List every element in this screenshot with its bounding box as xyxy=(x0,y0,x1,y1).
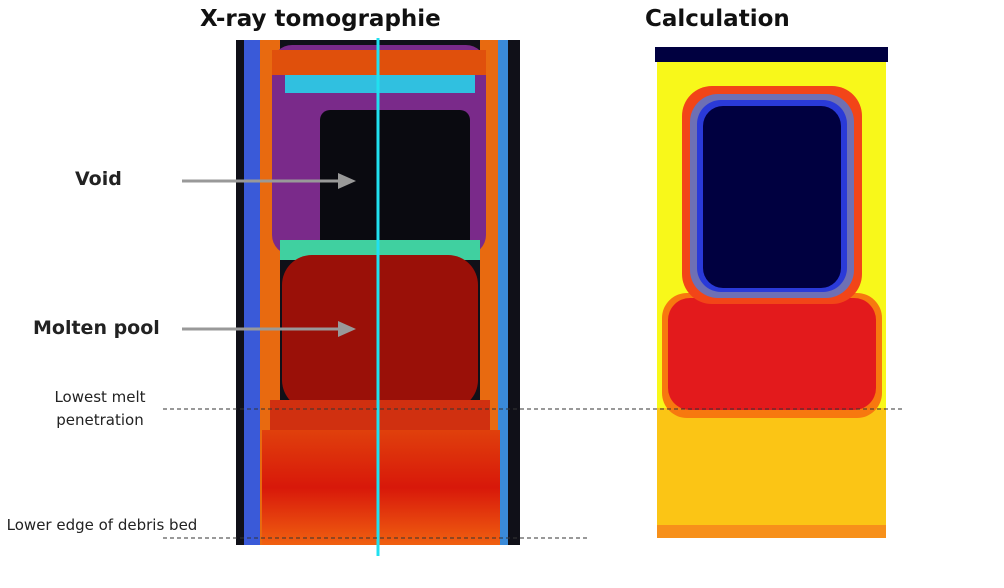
annotation: Void xyxy=(75,168,122,190)
annotation: Lower edge of debris bed xyxy=(6,516,198,534)
contour-field xyxy=(655,47,888,538)
panel-title: X-ray tomographie xyxy=(200,6,441,32)
chart-title: Calculation xyxy=(645,6,790,32)
annotation: Lowest melt penetration xyxy=(54,388,146,429)
arrows xyxy=(182,173,356,337)
annotation: Molten pool xyxy=(33,317,160,339)
